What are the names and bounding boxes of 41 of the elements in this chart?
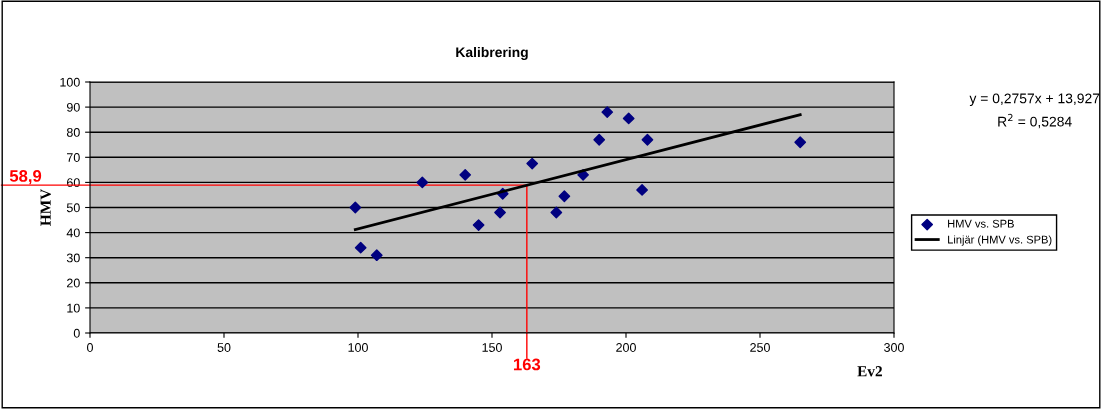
x-tick-label: 250 [750, 343, 770, 352]
y-axis-title: HMV [40, 189, 51, 226]
x-tick-label: 150 [482, 343, 502, 352]
y-tick-label: 0 [73, 328, 80, 338]
point [558, 190, 571, 203]
y-tick-label: 30 [66, 253, 80, 263]
point [472, 219, 485, 231]
text: R$^{2}$ = 0,5284 [998, 113, 1072, 129]
ref-line-label: 163 [513, 358, 541, 371]
point [354, 241, 367, 254]
point [349, 201, 362, 214]
point [641, 133, 654, 146]
point [601, 106, 614, 119]
x-tick-label: 50 [217, 343, 231, 352]
point [459, 168, 472, 181]
y-tick-label: 50 [66, 203, 80, 213]
y-tick-label: 80 [66, 128, 80, 137]
x-axis-title: Ev2 [857, 366, 882, 377]
point [526, 157, 539, 170]
ref-line-label: 58,9 [9, 170, 42, 185]
point [370, 249, 383, 262]
legend-label: Linjär (HMV vs. SPB) [948, 235, 1052, 246]
x-tick-label: 100 [348, 343, 368, 352]
point [593, 133, 606, 146]
x-tick-label: 0 [87, 343, 93, 352]
chart-title: Kalibrering [456, 46, 528, 60]
x-tick-label: 300 [884, 343, 904, 352]
point [636, 184, 648, 196]
y-tick-label: 70 [67, 153, 80, 162]
x-tick-label: 200 [616, 343, 636, 352]
y-tick-label: 20 [67, 278, 80, 288]
y-tick-label: 90 [66, 102, 80, 112]
legend-label: HMV vs. SPB [948, 219, 1014, 228]
point [622, 112, 635, 125]
point [550, 206, 563, 219]
point [494, 206, 506, 219]
point [794, 136, 807, 149]
y-tick-label: 100 [60, 77, 80, 87]
y-tick-label: 10 [67, 303, 80, 313]
point [416, 176, 429, 189]
y-tick-label: 40 [66, 228, 80, 238]
